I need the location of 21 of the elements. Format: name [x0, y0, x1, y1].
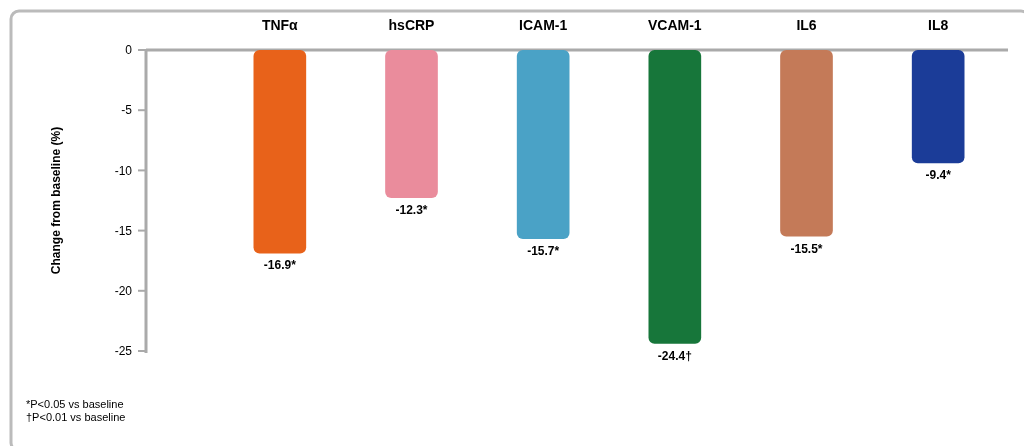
- y-tick-label: -25: [114, 344, 133, 359]
- data-label: -15.7*: [527, 244, 560, 259]
- text: *P<0.05 vs baseline: [26, 398, 124, 410]
- y-tick-label: -20: [114, 284, 133, 298]
- x-tick-label: VCAM-1: [648, 17, 702, 33]
- x-tick-label: TNFα: [261, 17, 299, 33]
- data-label: -15.5*: [790, 241, 823, 256]
- data-label: -12.3*: [395, 203, 428, 218]
- x-tick-label: IL6: [796, 17, 817, 33]
- y-tick-label: -15: [114, 223, 133, 238]
- y-tick-label: 0: [125, 43, 133, 58]
- data-label: -16.9*: [263, 258, 297, 273]
- x-tick-label: IL8: [928, 17, 949, 33]
- y-axis-title: Change from baseline (%): [49, 126, 63, 275]
- text: †P<0.01 vs baseline: [26, 411, 126, 423]
- data-label: -9.4*: [925, 168, 952, 183]
- data-label: -24.4†: [657, 348, 692, 363]
- x-tick-label: ICAM-1: [519, 17, 568, 33]
- y-tick-label: -5: [121, 103, 133, 118]
- y-tick-label: -10: [114, 163, 133, 178]
- x-tick-label: hsCRP: [388, 17, 435, 33]
